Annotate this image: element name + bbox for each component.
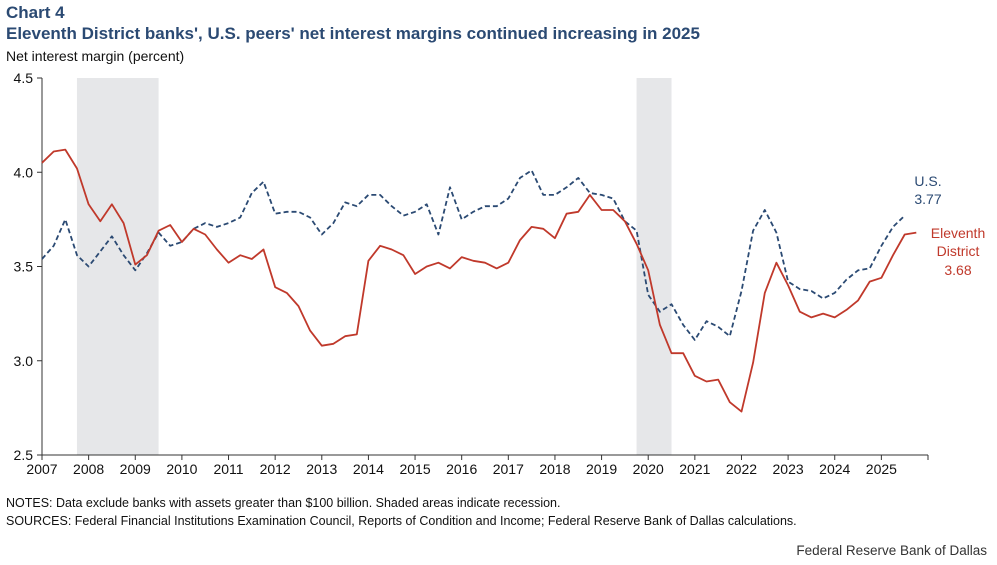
y-axis-title: Net interest margin (percent): [6, 48, 185, 64]
y-tick-label: 4.0: [14, 164, 34, 180]
x-tick-label: 2011: [213, 461, 243, 477]
x-tick-label: 2013: [306, 461, 337, 477]
y-tick-label: 4.5: [14, 70, 34, 86]
x-tick-label: 2022: [726, 461, 757, 477]
x-tick-label: 2021: [679, 461, 710, 477]
x-tick-label: 2019: [586, 461, 617, 477]
x-tick-label: 2008: [73, 461, 104, 477]
chart-number: Chart 4: [6, 3, 65, 22]
x-tick-label: 2018: [539, 461, 570, 477]
notes-text: NOTES: Data exclude banks with assets gr…: [6, 496, 561, 510]
us-series-value: 3.77: [914, 191, 941, 207]
series-group: [41, 148, 917, 413]
y-tick-label: 2.5: [14, 447, 34, 463]
series-line-us: [41, 169, 906, 341]
credit-text: Federal Reserve Bank of Dallas: [796, 543, 987, 558]
eleventh-series-label-line2: District: [937, 243, 980, 259]
recession-shading-group: [76, 78, 672, 455]
eleventh-series-label: Eleventh: [931, 225, 985, 241]
sources-text: SOURCES: Federal Financial Institutions …: [6, 514, 797, 528]
eleventh-series-value: 3.68: [944, 262, 971, 278]
x-tick-label: 2025: [866, 461, 897, 477]
axes-group: 2.5 3.0 3.5 4.0 4.5 2007 2008 2009 2010 2011 2012 2…: [14, 70, 929, 477]
chart-title: Eleventh District banks', U.S. peers' ne…: [6, 24, 700, 43]
recession-band: [76, 78, 159, 455]
us-series-label: U.S.: [914, 173, 941, 189]
x-tick-label: 2024: [819, 461, 850, 477]
x-tick-label: 2007: [26, 461, 57, 477]
x-tick-label: 2009: [120, 461, 151, 477]
recession-band: [636, 78, 672, 455]
series-labels-group: U.S. 3.77 Eleventh District 3.68: [914, 173, 985, 278]
x-tick-label: 2017: [493, 461, 524, 477]
y-tick-label: 3.5: [14, 259, 34, 275]
x-tick-label: 2010: [166, 461, 197, 477]
x-tick-label: 2015: [399, 461, 430, 477]
x-tick-label: 2020: [633, 461, 664, 477]
line-chart: 2.5 3.0 3.5 4.0 4.5 2007 2008 2009 2010 2011 2012 2…: [14, 70, 986, 477]
x-tick-label: 2016: [446, 461, 477, 477]
series-line-eleventh: [41, 148, 917, 413]
x-tick-label: 2014: [353, 461, 384, 477]
x-tick-label: 2023: [773, 461, 804, 477]
y-tick-label: 3.0: [14, 353, 34, 369]
x-tick-label: 2012: [260, 461, 291, 477]
